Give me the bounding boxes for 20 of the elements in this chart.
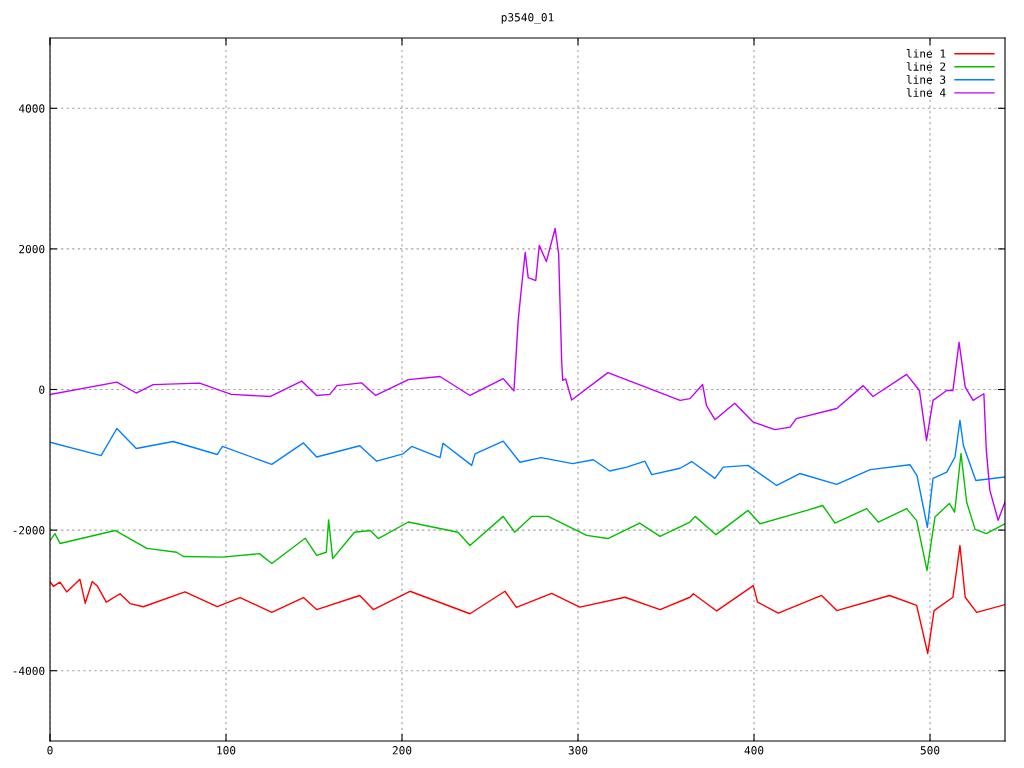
x-tick-label: 300 [568, 746, 588, 755]
x-tick-label: 100 [217, 746, 236, 755]
line-series [50, 544, 1005, 655]
line-series [50, 419, 1005, 528]
x-tick-label: 400 [744, 746, 764, 755]
y-tick-label: -2000 [13, 526, 45, 535]
x-tick-label: 0 [47, 746, 53, 755]
legend-label: line 3 [906, 75, 946, 84]
legend-label: line 4 [906, 88, 946, 97]
line-series [50, 452, 1005, 572]
legend-label: line 2 [906, 62, 946, 71]
y-tick-label: 0 [39, 385, 45, 394]
legend-label: line 1 [906, 49, 946, 58]
y-tick-label: 2000 [19, 244, 45, 254]
x-tick-label: 200 [392, 746, 412, 755]
y-tick-label: 4000 [18, 104, 45, 113]
chart-title: p3540_01 [501, 13, 554, 24]
line-series [50, 227, 1005, 521]
x-tick-label: 500 [920, 746, 940, 755]
y-tick-label: -4000 [13, 666, 45, 676]
